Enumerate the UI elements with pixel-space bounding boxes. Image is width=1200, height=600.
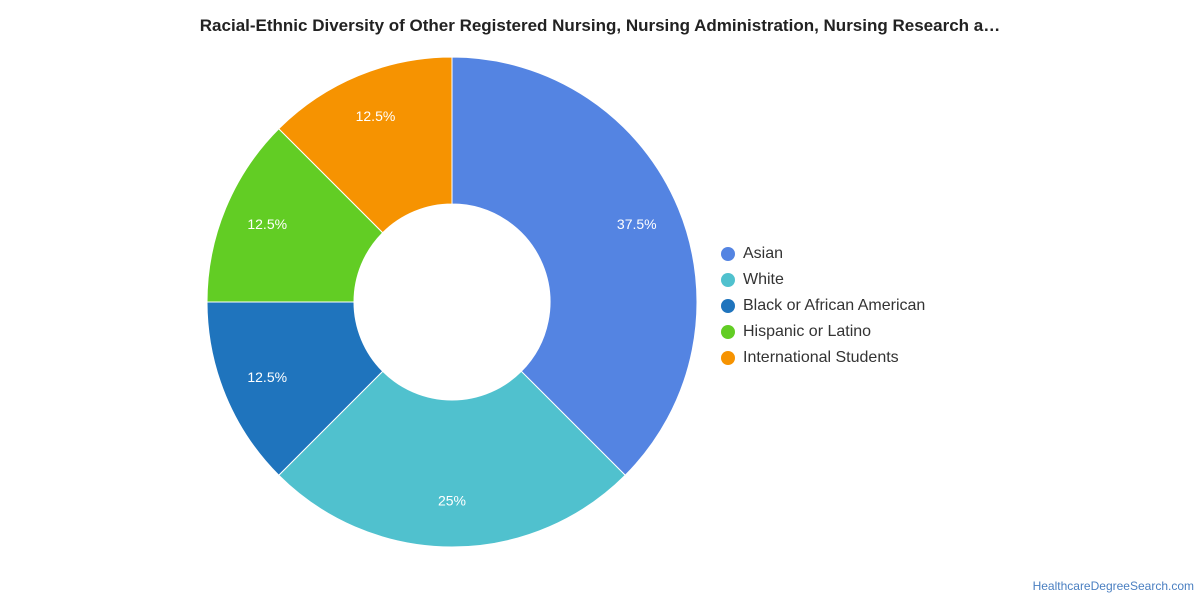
slice-label: 12.5% [356, 108, 396, 124]
slice-asian[interactable] [451, 56, 698, 476]
legend: Asian White Black or African American Hispa… [721, 241, 925, 371]
legend-item[interactable]: International Students [721, 345, 925, 371]
legend-label: Hispanic or Latino [743, 323, 872, 340]
legend-label: White [743, 271, 784, 288]
slice-white[interactable] [278, 370, 626, 548]
legend-label: International Students [743, 349, 899, 366]
slice-hispanic-or-latino[interactable] [206, 128, 384, 303]
slice-label: 12.5% [247, 369, 287, 385]
legend-item[interactable]: Hispanic or Latino [721, 319, 925, 345]
legend-label: Black or African American [743, 297, 926, 314]
legend-swatch [721, 299, 735, 313]
slice-label: 12.5% [247, 216, 287, 232]
slice-labels-group: 37.5% 25% 12.5% 12.5% 12.5% [247, 108, 656, 509]
source-link[interactable]: HealthcareDegreeSearch.com [1032, 579, 1194, 593]
slice-label: 25% [438, 493, 466, 509]
legend-swatch [721, 325, 735, 339]
slice-international-students[interactable] [278, 56, 453, 234]
slice-black-or-african-american[interactable] [206, 301, 384, 476]
legend-item[interactable]: Black or African American [721, 293, 925, 319]
legend-item[interactable]: Asian [721, 241, 925, 267]
chart-title: Racial-Ethnic Diversity of Other Registe… [199, 16, 1001, 35]
slices-group [206, 56, 698, 548]
legend-item[interactable]: White [721, 267, 925, 293]
slice-label: 37.5% [617, 216, 657, 232]
legend-label: Asian [743, 245, 784, 262]
legend-swatch [721, 247, 735, 261]
legend-swatch [721, 351, 735, 365]
legend-swatch [721, 273, 735, 287]
